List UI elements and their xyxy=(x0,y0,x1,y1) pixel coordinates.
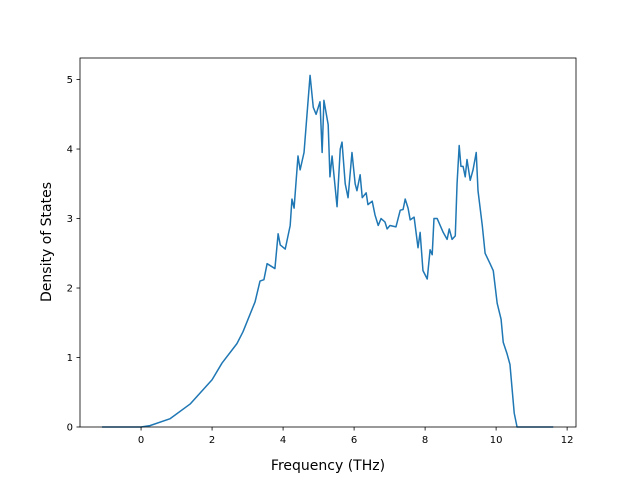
y-axis-label: Density of States xyxy=(39,182,55,302)
line xyxy=(102,74,554,428)
axes-frame xyxy=(79,57,577,428)
y-tick-label: 5 xyxy=(67,75,73,86)
x-axis-label: Frequency (THz) xyxy=(271,458,385,474)
x-tick-label: 12 xyxy=(561,435,574,446)
x-tick-label: 0 xyxy=(138,435,144,446)
x-tick-label: 10 xyxy=(490,435,503,446)
y-tick-label: 3 xyxy=(67,214,73,225)
x-tick-label: 4 xyxy=(280,435,286,446)
x-tick-label: 8 xyxy=(422,435,428,446)
x-tick-label: 2 xyxy=(209,435,215,446)
x-tick-label: 6 xyxy=(351,435,357,446)
y-tick-label: 0 xyxy=(67,423,73,434)
y-tick-label: 4 xyxy=(67,145,73,156)
y-tick-label: 2 xyxy=(67,284,73,295)
y-tick-label: 1 xyxy=(67,353,73,364)
